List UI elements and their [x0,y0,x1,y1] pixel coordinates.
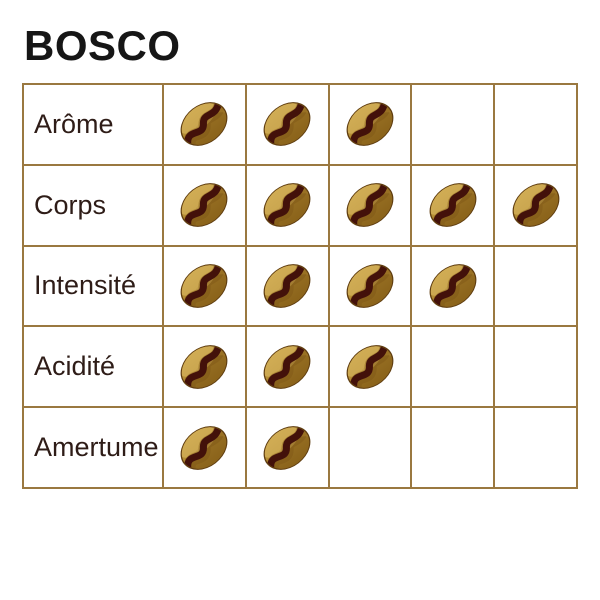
attribute-label: Amertume [34,432,159,463]
table-row: Arôme [24,85,576,164]
bean-cell-filled [162,165,245,245]
bean-cell-empty [493,246,576,326]
table-row: Amertume [24,406,576,487]
bean-cell-empty [493,408,576,487]
bean-cell-filled [327,327,411,407]
coffee-bean-icon [344,177,400,234]
attribute-label-cell: Amertume [24,408,162,487]
table-row: Acidité [24,325,576,407]
bean-cell-filled [244,408,328,487]
bean-cell-empty [493,327,576,407]
bean-cell-filled [493,165,576,245]
coffee-bean-icon [261,338,318,395]
coffee-bean-icon [178,338,235,395]
coffee-bean-icon [178,257,235,314]
bean-cell-empty [410,327,493,407]
attribute-label-cell: Corps [24,166,162,245]
coffee-bean-icon [427,257,483,314]
page-title: BOSCO [24,22,181,69]
bean-cell-filled [410,246,493,326]
bean-cell-filled [327,165,411,245]
bean-cell-filled [244,327,328,407]
attribute-label: Acidité [34,351,116,382]
bean-cell-empty [493,85,576,164]
rating-table: Arôme Corps Intensité Acidité Amertume [22,83,578,489]
coffee-bean-icon [178,177,235,234]
attribute-label-cell: Acidité [24,327,162,406]
bean-cell-filled [162,246,245,326]
bean-cell-empty [410,85,493,164]
coffee-bean-icon [427,177,483,234]
attribute-label-cell: Intensité [24,247,162,326]
bean-cell-filled [327,85,411,164]
coffee-bean-icon [261,257,318,314]
bean-cell-filled [244,85,328,164]
bean-cell-filled [162,85,245,164]
bean-cell-filled [327,246,411,326]
coffee-bean-icon [261,419,318,476]
coffee-bean-icon [261,96,318,153]
attribute-label-cell: Arôme [24,85,162,164]
coffee-bean-icon [178,419,235,476]
bean-cell-filled [162,408,245,487]
bean-cell-empty [327,408,411,487]
table-row: Corps [24,163,576,245]
attribute-label: Arôme [34,108,114,139]
attribute-label: Intensité [34,270,137,301]
coffee-bean-icon [344,96,400,153]
coffee-bean-icon [261,177,318,234]
coffee-bean-icon [178,96,235,153]
bean-cell-filled [162,327,245,407]
bean-cell-filled [244,246,328,326]
table-row: Intensité [24,244,576,326]
coffee-bean-icon [344,338,400,395]
coffee-bean-icon [344,257,400,314]
coffee-bean-icon [510,177,566,234]
bean-cell-filled [410,165,493,245]
bean-cell-filled [244,165,328,245]
attribute-label: Corps [34,189,107,220]
bean-cell-empty [410,408,493,487]
